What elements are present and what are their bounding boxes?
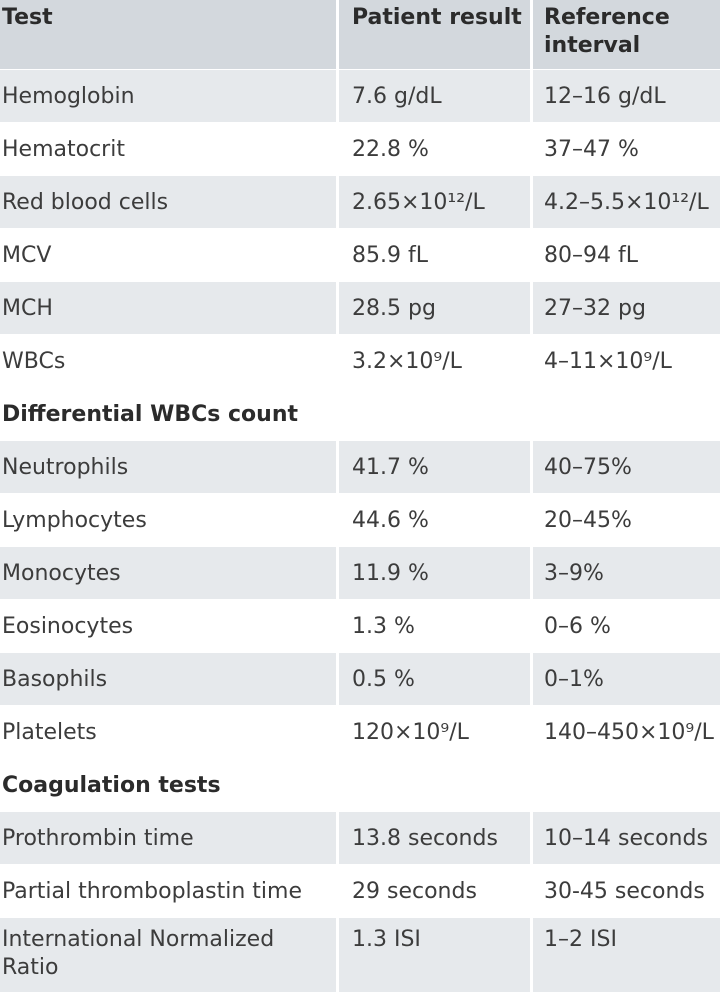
- reference-cell: 4.2–5.5×10¹²/L: [544, 189, 709, 215]
- reference-cell: [533, 388, 720, 440]
- result-cell: [339, 759, 533, 811]
- test-cell: MCH: [0, 282, 339, 334]
- test-cell: MCV: [0, 229, 339, 281]
- section-header-row: Differential WBCs count: [0, 388, 720, 441]
- table-row: Monocytes 11.9 % 3–9%: [0, 547, 720, 600]
- header-test: Test: [0, 0, 339, 69]
- result-cell: 3.2×10⁹/L: [339, 335, 533, 387]
- table-body: Hemoglobin 7.6 g/dL 12–16 g/dL Hematocrit 22…: [0, 70, 720, 993]
- reference-cell: 40–75%: [544, 454, 632, 480]
- test-cell: Monocytes: [0, 547, 339, 599]
- section-title: Coagulation tests: [0, 759, 339, 811]
- table-row: Partial thromboplastin time 29 seconds 30-…: [0, 865, 720, 918]
- result-cell: 44.6 %: [339, 494, 533, 546]
- table-row: Neutrophils 41.7 % 40–75%: [0, 441, 720, 494]
- test-cell: WBCs: [0, 335, 339, 387]
- section-header-row: Coagulation tests: [0, 759, 720, 812]
- test-cell: Hematocrit: [0, 123, 339, 175]
- header-reference-interval: Reference interval: [544, 5, 670, 58]
- test-cell: Red blood cells: [0, 176, 339, 228]
- reference-cell: 37–47 %: [544, 136, 639, 162]
- reference-cell: 10–14 seconds: [544, 825, 708, 851]
- test-cell: Lymphocytes: [0, 494, 339, 546]
- result-cell: 11.9 %: [339, 547, 533, 599]
- table-header: Test Patient result Reference interval: [0, 0, 720, 70]
- test-cell: Prothrombin time: [0, 812, 339, 864]
- test-cell: Platelets: [0, 706, 339, 758]
- result-cell: 28.5 pg: [339, 282, 533, 334]
- reference-cell: 4–11×10⁹/L: [544, 348, 672, 374]
- table-row: Eosinocytes 1.3 % 0–6 %: [0, 600, 720, 653]
- table-row: MCH 28.5 pg 27–32 pg: [0, 282, 720, 335]
- result-cell: 120×10⁹/L: [339, 706, 533, 758]
- reference-cell: 0–1%: [544, 666, 604, 692]
- reference-cell: [533, 759, 720, 811]
- result-cell: 1.3 ISI: [339, 918, 533, 992]
- result-cell: 41.7 %: [339, 441, 533, 493]
- test-cell: Hemoglobin: [0, 70, 339, 122]
- table-row: Platelets 120×10⁹/L 140–450×10⁹/L: [0, 706, 720, 759]
- table-row: Red blood cells 2.65×10¹²/L 4.2–5.5×10¹²/L: [0, 176, 720, 229]
- reference-cell: 3–9%: [544, 560, 604, 586]
- table-row: MCV 85.9 fL 80–94 fL: [0, 229, 720, 282]
- section-title: Differential WBCs count: [0, 388, 339, 440]
- reference-cell: 12–16 g/dL: [544, 83, 666, 109]
- result-cell: 1.3 %: [339, 600, 533, 652]
- reference-cell: 80–94 fL: [544, 242, 638, 268]
- table-row: Lymphocytes 44.6 % 20–45%: [0, 494, 720, 547]
- result-cell: 13.8 seconds: [339, 812, 533, 864]
- table-row: International Normalized Ratio 1.3 ISI 1–2…: [0, 918, 720, 993]
- table-row: Basophils 0.5 % 0–1%: [0, 653, 720, 706]
- test-cell: International Normalized Ratio: [0, 918, 339, 992]
- reference-cell: 140–450×10⁹/L: [544, 719, 714, 745]
- table-row: Prothrombin time 13.8 seconds 10–14 second…: [0, 812, 720, 865]
- result-cell: [339, 388, 533, 440]
- table-row: Hemoglobin 7.6 g/dL 12–16 g/dL: [0, 70, 720, 123]
- table-row: WBCs 3.2×10⁹/L 4–11×10⁹/L: [0, 335, 720, 388]
- result-cell: 29 seconds: [339, 865, 533, 917]
- header-patient-result: Patient result: [339, 0, 533, 69]
- result-cell: 85.9 fL: [339, 229, 533, 281]
- test-cell: Basophils: [0, 653, 339, 705]
- reference-cell: 30-45 seconds: [544, 878, 705, 904]
- test-cell: Neutrophils: [0, 441, 339, 493]
- reference-cell: 20–45%: [544, 507, 632, 533]
- reference-cell: 0–6 %: [544, 613, 611, 639]
- result-cell: 2.65×10¹²/L: [339, 176, 533, 228]
- table-row: Hematocrit 22.8 % 37–47 %: [0, 123, 720, 176]
- result-cell: 22.8 %: [339, 123, 533, 175]
- test-cell: Eosinocytes: [0, 600, 339, 652]
- result-cell: 7.6 g/dL: [339, 70, 533, 122]
- reference-cell: 27–32 pg: [544, 295, 646, 321]
- reference-cell: 1–2 ISI: [544, 927, 617, 952]
- result-cell: 0.5 %: [339, 653, 533, 705]
- test-cell: Partial thromboplastin time: [0, 865, 339, 917]
